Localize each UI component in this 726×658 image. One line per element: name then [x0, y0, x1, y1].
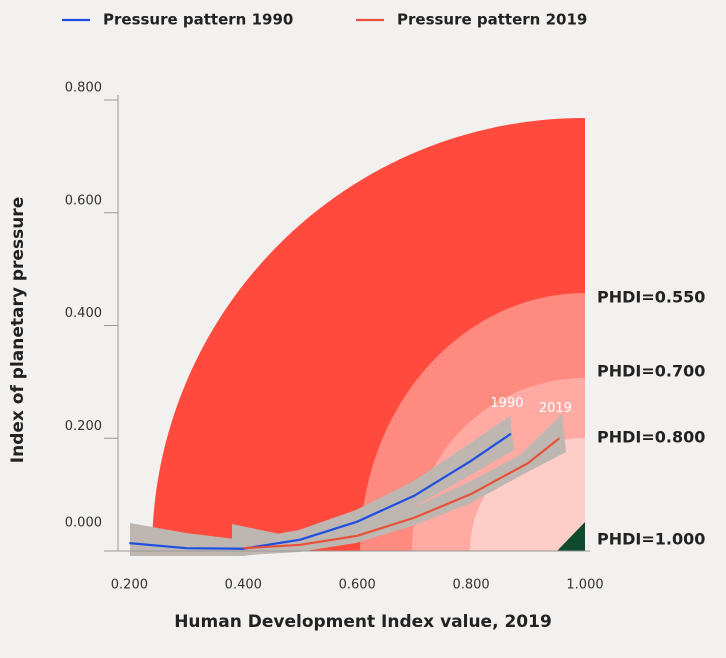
legend-label: Pressure pattern 1990: [103, 11, 293, 29]
x-tick-label: 0.600: [339, 578, 376, 593]
y-tick-label: 0.600: [65, 193, 102, 208]
y-tick-label: 0.000: [65, 516, 102, 531]
phdi-label: PHDI=0.550: [597, 288, 705, 307]
y-axis-label: Index of planetary pressure: [8, 197, 28, 463]
legend-label: Pressure pattern 2019: [397, 11, 587, 29]
series-line: [129, 432, 512, 550]
series-line: [243, 437, 561, 550]
series-annotation: 1990: [490, 396, 523, 411]
x-tick-label: 0.200: [111, 578, 148, 593]
phdi-label: PHDI=1.000: [597, 530, 705, 549]
pressure-regions: [152, 117, 585, 551]
x-tick-label: 1.000: [566, 578, 603, 593]
region-1000: [557, 522, 585, 551]
band-2019: [232, 414, 566, 556]
y-tick-label: 0.800: [65, 81, 102, 96]
y-tick-label: 0.400: [65, 306, 102, 321]
y-tick-label: 0.200: [65, 419, 102, 434]
x-axis-label: Human Development Index value, 2019: [174, 612, 552, 632]
x-tick-label: 0.400: [225, 578, 262, 593]
region-0800: [470, 438, 585, 551]
phdi-label: PHDI=0.800: [597, 428, 705, 447]
band-1990: [130, 416, 514, 556]
phdi-label: PHDI=0.700: [597, 362, 705, 381]
series-annotation: 2019: [539, 401, 572, 416]
x-tick-label: 0.800: [452, 578, 489, 593]
confidence-bands: [130, 414, 566, 556]
